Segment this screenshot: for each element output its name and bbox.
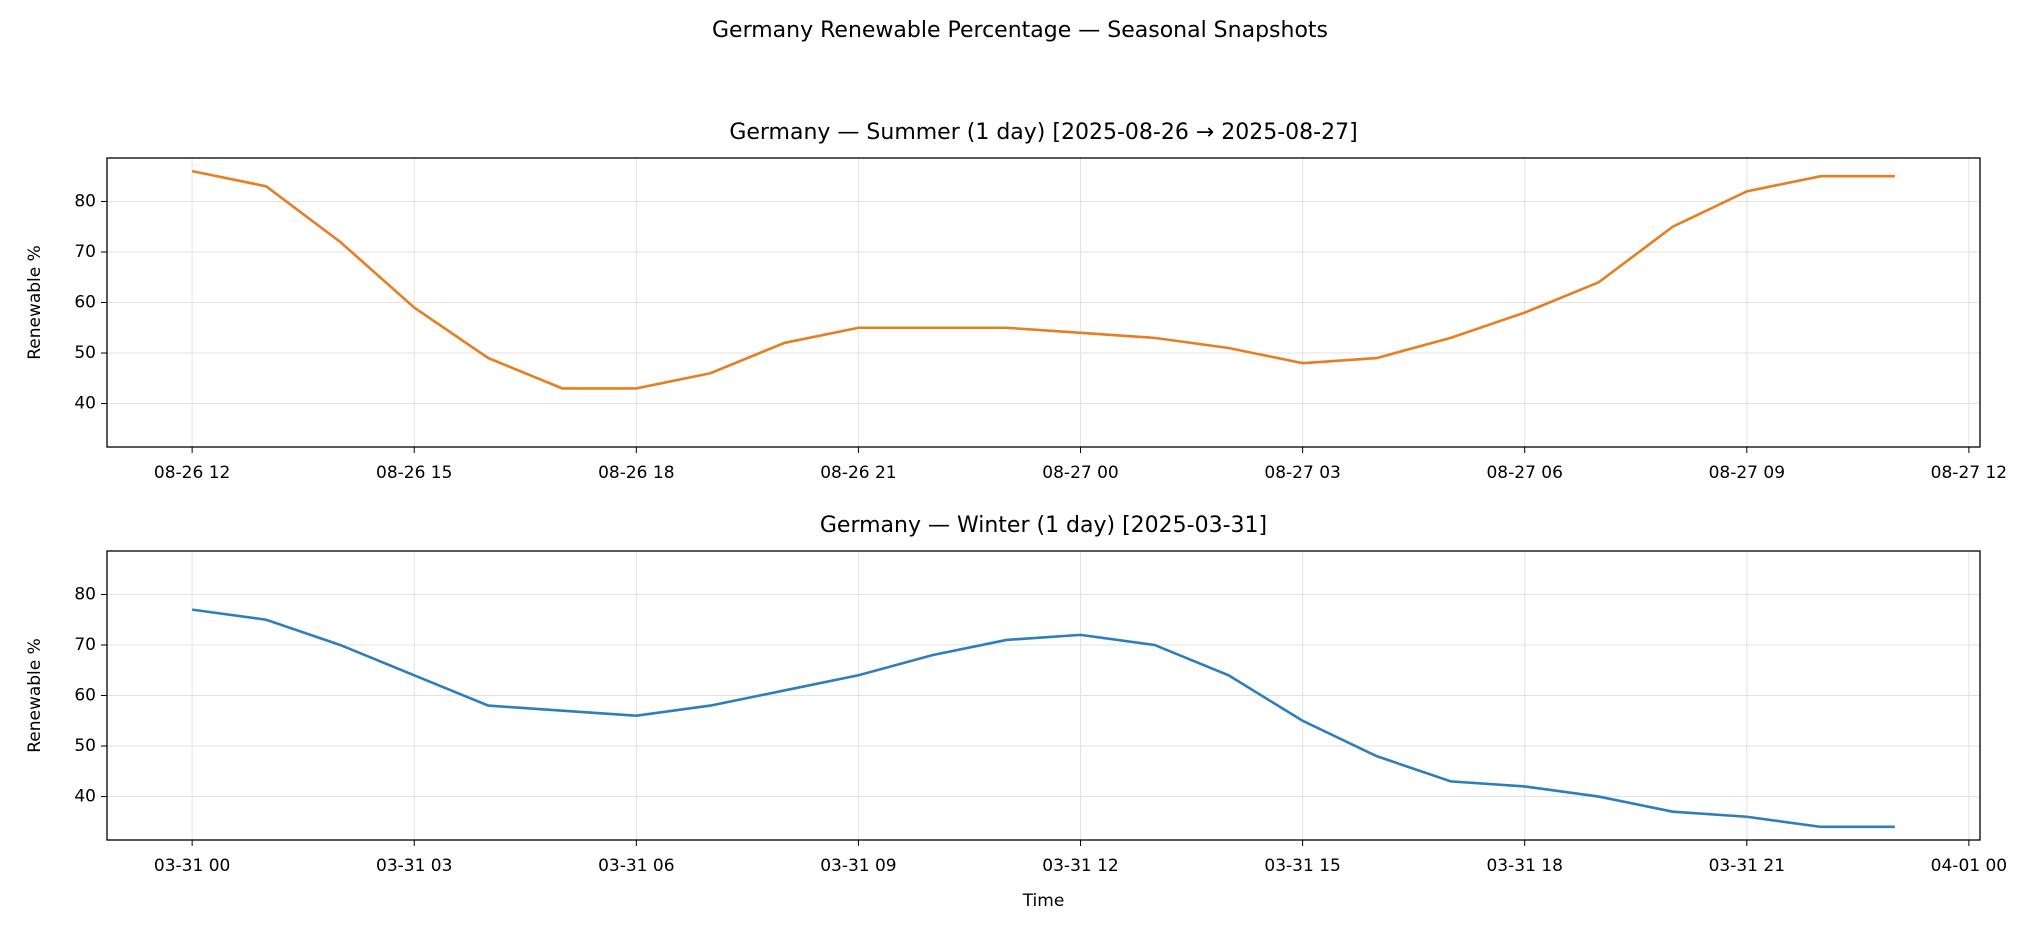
x-tick-label: 08-27 03 [1264,463,1340,483]
x-tick-label: 08-26 15 [376,463,452,483]
x-tick-label: 08-27 09 [1709,463,1785,483]
y-tick-label: 50 [74,736,96,756]
axis-title: Germany — Winter (1 day) [2025-03-31] [820,513,1267,538]
x-tick-label: 03-31 18 [1486,856,1562,876]
y-tick-label: 40 [74,787,96,807]
x-tick-label: 08-27 00 [1042,463,1118,483]
y-tick-label: 70 [74,635,96,655]
x-tick-label: 03-31 21 [1709,856,1785,876]
x-tick-label: 03-31 00 [154,856,230,876]
x-tick-label: 03-31 03 [376,856,452,876]
x-tick-label: 03-31 12 [1042,856,1118,876]
x-tick-label: 04-01 00 [1931,856,2007,876]
y-tick-label: 70 [74,242,96,262]
x-tick-label: 08-27 12 [1931,463,2007,483]
plot-frame [106,550,1981,841]
y-tick-label: 60 [74,686,96,706]
y-tick-label: 50 [74,343,96,363]
y-axis-label: Renewable % [25,638,45,753]
line [191,608,1895,829]
x-tick-label: 08-26 12 [154,463,230,483]
x-tick-label: 03-31 06 [598,856,674,876]
y-tick-label: 60 [74,293,96,313]
y-tick-label: 40 [74,394,96,414]
x-tick-label: 08-27 06 [1486,463,1562,483]
x-tick-label: 08-26 21 [820,463,896,483]
x-axis-label: Time [1022,891,1065,911]
x-tick-label: 03-31 09 [820,856,896,876]
x-tick-label: 03-31 15 [1264,856,1340,876]
y-axis-label: Renewable % [25,245,45,360]
y-tick-label: 80 [74,584,96,604]
axis-title: Germany — Summer (1 day) [2025-08-26 → 2… [729,120,1357,145]
line [191,169,1895,390]
x-tick-label: 08-26 18 [598,463,674,483]
figure-title: Germany Renewable Percentage — Seasonal … [712,18,1328,43]
y-tick-label: 80 [74,191,96,211]
plot-frame [106,157,1981,448]
